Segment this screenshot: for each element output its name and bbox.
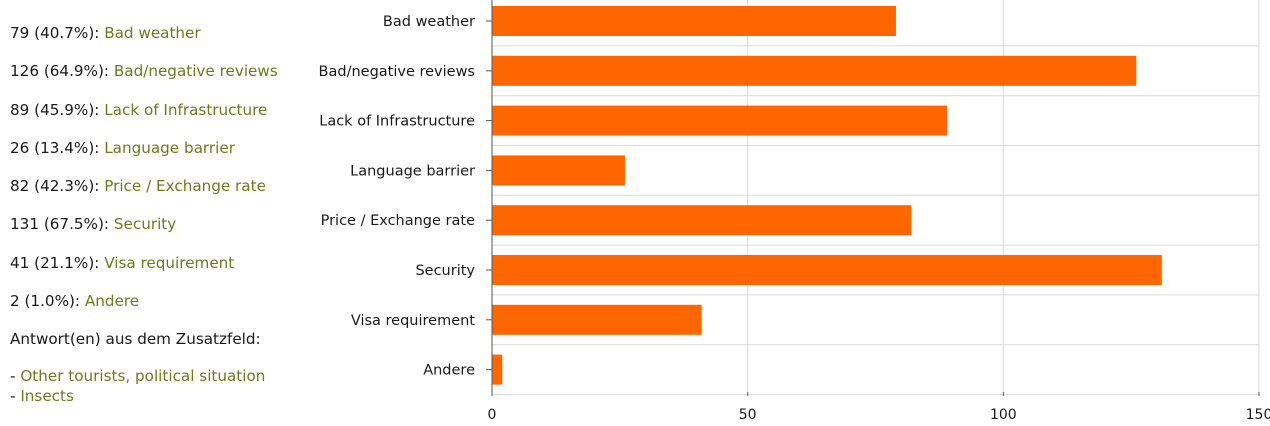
bar xyxy=(492,155,625,186)
bar xyxy=(492,255,1162,285)
stat-line-andere: 2 (1.0%): Andere xyxy=(10,292,310,330)
stat-label: Bad weather xyxy=(104,24,201,42)
extra-answer-text: Insects xyxy=(20,387,74,406)
bar xyxy=(492,55,1137,86)
extra-answers-list: - Other tourists, political situation - … xyxy=(10,366,310,406)
extra-answer-item: - Insects xyxy=(10,386,310,406)
stat-count: 2 (1.0%): xyxy=(10,292,85,311)
category-label: Visa requirement xyxy=(351,313,475,329)
stat-label: Bad/negative reviews xyxy=(113,62,278,81)
bar xyxy=(492,205,912,236)
stat-label: Price / Exchange rate xyxy=(104,177,266,196)
stat-label: Visa requirement xyxy=(104,253,235,272)
x-tick-label: 50 xyxy=(739,407,757,423)
stat-count: 82 (42.3%): xyxy=(10,177,105,196)
stat-count: 131 (67.5%): xyxy=(10,215,114,234)
bar xyxy=(492,105,948,136)
stat-label: Security xyxy=(113,215,177,234)
stat-line-language-barrier: 26 (13.4%): Language barrier xyxy=(10,139,310,177)
stat-line-visa: 41 (21.1%): Visa requirement xyxy=(10,254,310,292)
extra-answer-text: Other tourists, political situation xyxy=(20,367,266,386)
category-label: Language barrier xyxy=(350,163,475,179)
category-label: Security xyxy=(415,263,475,279)
stat-label: Andere xyxy=(84,292,140,311)
stat-count: 126 (64.9%): xyxy=(10,62,114,81)
stat-label: Lack of Infrastructure xyxy=(104,100,268,119)
category-label: Bad/negative reviews xyxy=(319,64,475,80)
stat-count: 41 (21.1%): xyxy=(10,253,105,272)
stat-label: Language barrier xyxy=(104,138,235,157)
category-label: Lack of Infrastructure xyxy=(319,114,475,130)
extra-answers-heading: Antwort(en) aus dem Zusatzfeld: xyxy=(10,330,261,349)
extra-answer-item: - Other tourists, political situation xyxy=(10,366,310,386)
stat-line-bad-weather: 79 (40.7%): Bad weather xyxy=(10,24,310,62)
stat-count: 26 (13.4%): xyxy=(10,138,105,157)
x-tick-label: 0 xyxy=(488,407,497,423)
extra-answer-dash: - xyxy=(10,367,21,386)
x-tick-label: 150 xyxy=(1246,407,1270,423)
stat-count: 89 (45.9%): xyxy=(10,100,105,119)
bar xyxy=(492,6,896,36)
stat-line-bad-reviews: 126 (64.9%): Bad/negative reviews xyxy=(10,62,310,100)
bar xyxy=(492,304,702,335)
x-tick-label: 100 xyxy=(990,407,1017,423)
category-label: Price / Exchange rate xyxy=(321,213,475,229)
stat-line-price-exchange: 82 (42.3%): Price / Exchange rate xyxy=(10,177,310,215)
stats-panel: 79 (40.7%): Bad weather 126 (64.9%): Bad… xyxy=(10,24,310,406)
category-label: Bad weather xyxy=(383,14,475,30)
category-label: Andere xyxy=(423,363,475,379)
extra-answer-dash: - xyxy=(10,387,21,406)
stat-count: 79 (40.7%): xyxy=(10,24,105,42)
stat-line-lack-infrastructure: 89 (45.9%): Lack of Infrastructure xyxy=(10,101,310,139)
stat-line-security: 131 (67.5%): Security xyxy=(10,215,310,253)
bar xyxy=(492,354,503,385)
